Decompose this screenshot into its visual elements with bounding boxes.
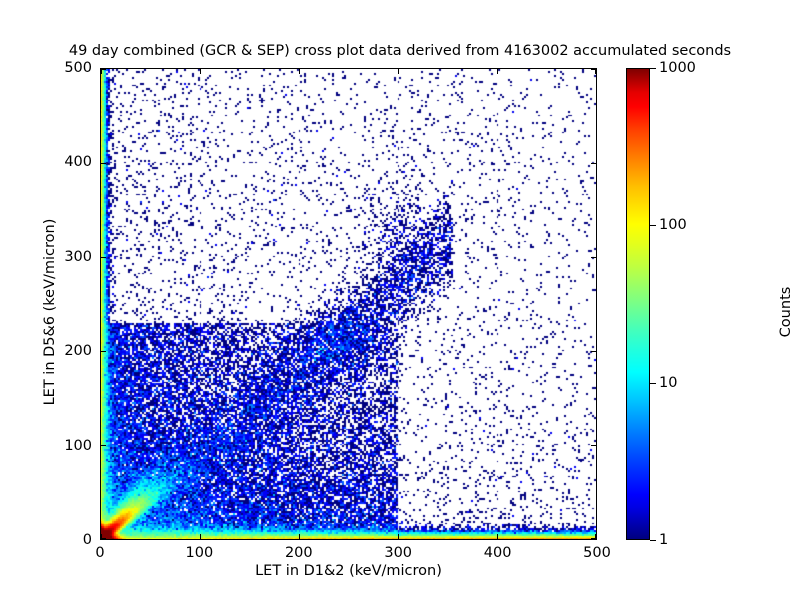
y-axis-tick [591,163,596,165]
x-axis-label: LET in D1&2 (keV/micron) [255,563,442,579]
title-line-1: 49 day combined (GCR & SEP) cross plot d… [68,43,732,59]
colorbar-tick-label: 100 [659,217,687,234]
ytick-label: 400 [64,154,92,171]
y-axis-tick [591,69,596,71]
ytick-label: 200 [64,343,92,360]
x-axis-tick [594,534,596,539]
plot-area[interactable] [100,68,597,540]
colorbar-tick-label: 1000 [659,60,696,76]
x-axis-tick [497,534,499,539]
x-axis-tick [200,69,202,74]
ytick-label: 500 [64,60,92,76]
xtick-label: 200 [284,545,313,561]
colorbar-tick-label: 10 [659,374,678,391]
y-axis-tick [101,445,106,447]
x-axis-tick [101,69,103,74]
y-axis-tick [591,351,596,353]
colorbar-gradient [626,68,650,540]
colorbar[interactable]: 1 10 100 1000 [626,60,696,548]
y-axis-tick [591,537,596,539]
y-axis-label: LET in D5&6 (keV/micron) [42,218,58,406]
xtick-label: 500 [583,545,611,561]
y-axis-tick [101,69,106,71]
colorbar-tick [650,540,656,542]
xtick-label: 0 [95,545,105,561]
colorbar-tick [650,225,656,227]
x-axis-tick [398,69,400,74]
colorbar-tick [650,382,656,384]
xtick-label: 100 [185,545,214,561]
y-axis-tick [101,163,106,165]
colorbar-tick-label: 1 [659,532,669,548]
ytick-label: 0 [82,532,92,548]
y-axis-tick [101,351,106,353]
x-axis-tick [594,69,596,74]
y-axis-tick [591,257,596,259]
x-axis-tick [101,534,103,539]
x-axis-tick [299,69,301,74]
colorbar-label: Counts [778,286,794,338]
xtick-label: 400 [483,545,512,561]
ytick-label: 300 [64,248,92,265]
y-axis-tick [101,537,106,539]
x-axis-tick [200,534,202,539]
y-axis-tick [591,445,596,447]
xtick-label: 300 [384,545,413,561]
colorbar-tick [650,68,656,70]
scatter-density-plot [101,69,596,539]
x-axis-tick [299,534,301,539]
y-axis-tick [101,257,106,259]
ytick-label: 100 [64,437,92,454]
x-axis-tick [497,69,499,74]
x-axis-tick [398,534,400,539]
